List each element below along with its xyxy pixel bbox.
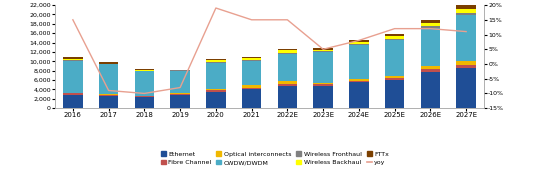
Bar: [421, 20, 440, 23]
Bar: [278, 54, 297, 81]
Bar: [314, 83, 333, 84]
Bar: [385, 76, 404, 78]
Bar: [349, 42, 368, 44]
Bar: [278, 49, 297, 50]
Bar: [278, 86, 297, 108]
Bar: [99, 95, 118, 96]
Bar: [99, 62, 118, 64]
Bar: [206, 59, 226, 60]
Bar: [206, 92, 226, 108]
Bar: [242, 57, 261, 58]
Bar: [456, 5, 476, 9]
Bar: [314, 86, 333, 108]
Bar: [349, 82, 368, 108]
Bar: [314, 84, 333, 86]
Bar: [421, 28, 440, 66]
Bar: [135, 96, 154, 97]
Bar: [385, 33, 404, 36]
Bar: [206, 60, 226, 62]
Bar: [63, 57, 82, 59]
Bar: [349, 40, 368, 42]
Bar: [278, 50, 297, 53]
Bar: [170, 95, 190, 108]
Bar: [456, 65, 476, 68]
Bar: [421, 23, 440, 26]
Bar: [206, 62, 226, 63]
Bar: [242, 58, 261, 60]
Bar: [421, 66, 440, 69]
Bar: [421, 26, 440, 28]
Bar: [385, 40, 404, 76]
Bar: [63, 61, 82, 93]
Bar: [242, 88, 261, 89]
Bar: [421, 72, 440, 108]
Legend: Ethernet, Fibre Channel, Optical interconnects, CWDW/DWDM, Wireless Fronthaul, W: Ethernet, Fibre Channel, Optical interco…: [160, 151, 390, 166]
Bar: [135, 70, 154, 71]
Bar: [63, 59, 82, 60]
Bar: [421, 69, 440, 72]
Bar: [206, 90, 226, 92]
Bar: [385, 39, 404, 40]
Bar: [349, 81, 368, 82]
Bar: [170, 71, 190, 93]
Bar: [206, 89, 226, 90]
Bar: [278, 83, 297, 86]
Bar: [242, 89, 261, 108]
Bar: [314, 50, 333, 51]
Bar: [206, 63, 226, 89]
Bar: [63, 60, 82, 61]
Bar: [135, 69, 154, 70]
Bar: [135, 71, 154, 96]
Bar: [278, 53, 297, 54]
Bar: [456, 15, 476, 61]
Bar: [385, 80, 404, 108]
Bar: [314, 48, 333, 50]
Bar: [456, 13, 476, 15]
Bar: [63, 95, 82, 108]
Bar: [456, 9, 476, 13]
Bar: [170, 93, 190, 94]
Bar: [99, 94, 118, 95]
Bar: [349, 45, 368, 79]
Bar: [170, 94, 190, 95]
Bar: [349, 79, 368, 81]
Bar: [135, 97, 154, 108]
Bar: [314, 52, 333, 83]
Bar: [385, 78, 404, 80]
Bar: [63, 93, 82, 95]
Bar: [456, 68, 476, 108]
Bar: [170, 70, 190, 71]
Bar: [99, 64, 118, 94]
Bar: [242, 86, 261, 88]
Bar: [385, 36, 404, 39]
Bar: [349, 44, 368, 45]
Bar: [99, 96, 118, 108]
Bar: [242, 61, 261, 86]
Bar: [242, 60, 261, 61]
Bar: [314, 51, 333, 52]
Bar: [278, 81, 297, 83]
Bar: [456, 61, 476, 65]
